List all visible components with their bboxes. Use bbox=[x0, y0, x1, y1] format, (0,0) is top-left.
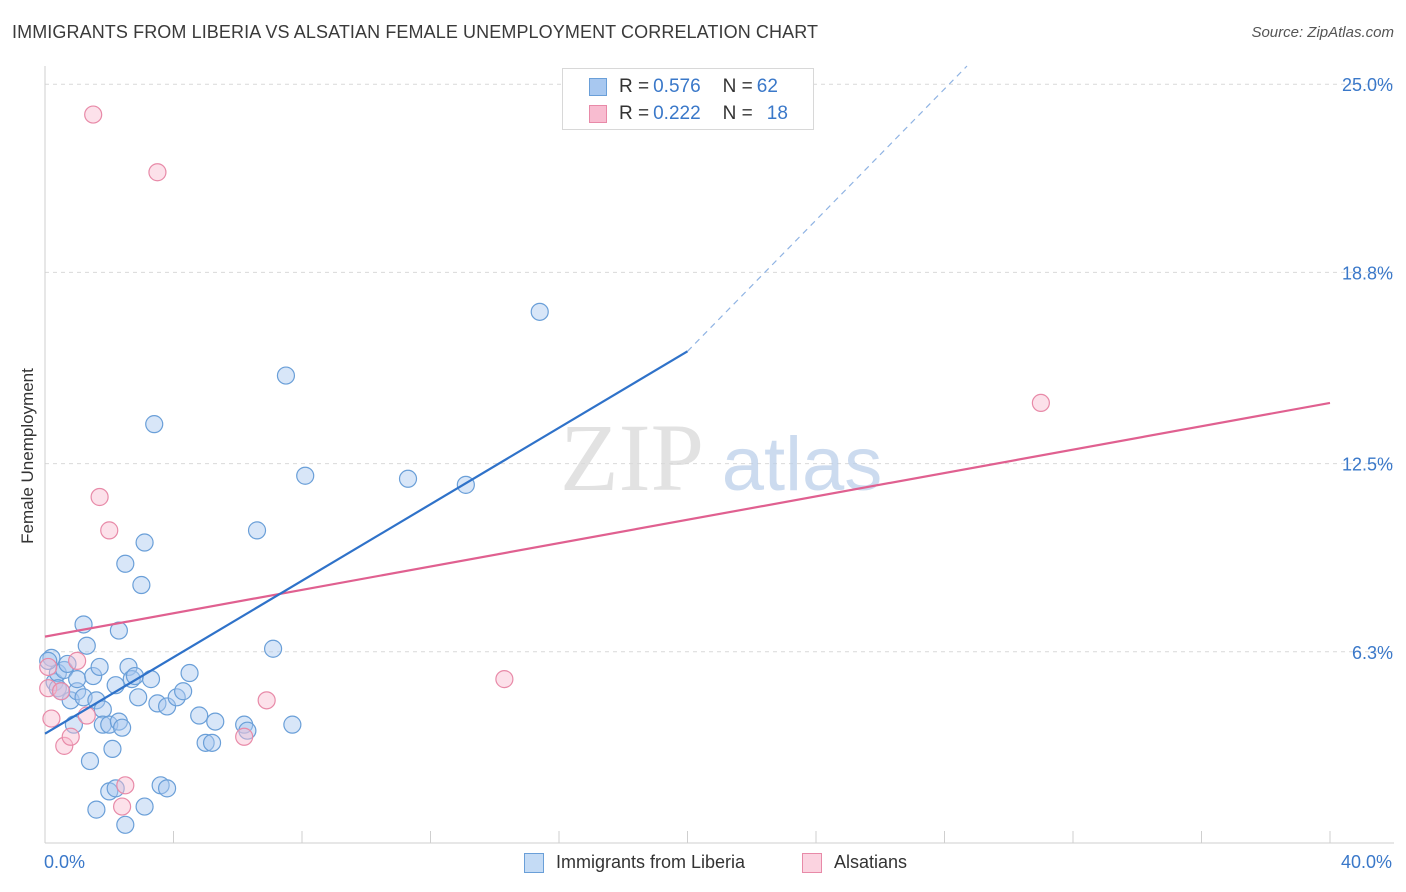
data-point bbox=[55, 736, 74, 755]
data-point bbox=[247, 521, 267, 540]
data-point bbox=[148, 163, 167, 182]
data-point bbox=[190, 706, 209, 725]
y-tick-label: 12.5% bbox=[1342, 455, 1393, 475]
bottom-legend-liberia: Immigrants from Liberia bbox=[524, 852, 745, 873]
data-point bbox=[61, 727, 80, 746]
bottom-legend-label-alsatians: Alsatians bbox=[834, 852, 908, 872]
data-point bbox=[80, 751, 100, 771]
data-point bbox=[90, 657, 109, 677]
data-point bbox=[103, 739, 122, 759]
data-point bbox=[87, 800, 106, 819]
data-point bbox=[109, 621, 128, 640]
data-point bbox=[77, 636, 96, 655]
legend-r-label: R = bbox=[619, 76, 650, 97]
data-point bbox=[112, 797, 132, 816]
data-point bbox=[42, 709, 61, 728]
data-point bbox=[398, 469, 418, 488]
chart-title: IMMIGRANTS FROM LIBERIA VS ALSATIAN FEMA… bbox=[12, 22, 819, 42]
data-point bbox=[135, 797, 154, 816]
bottom-legend-alsatians: Alsatians bbox=[802, 852, 907, 873]
legend-r-label: R = bbox=[619, 103, 650, 124]
data-point bbox=[530, 302, 549, 321]
legend-n-value: 62 bbox=[756, 76, 778, 97]
data-point bbox=[93, 700, 112, 719]
data-point bbox=[68, 670, 87, 689]
data-point bbox=[283, 715, 302, 734]
data-point bbox=[495, 670, 514, 689]
data-point bbox=[112, 718, 132, 737]
bottom-legend-swatch-liberia bbox=[524, 852, 544, 873]
watermark-zip: ZIP bbox=[560, 404, 704, 511]
legend-r-value: 0.222 bbox=[653, 103, 701, 124]
data-point bbox=[202, 733, 222, 752]
data-point bbox=[174, 682, 193, 701]
data-point bbox=[116, 776, 135, 795]
data-point bbox=[157, 779, 177, 798]
legend-row-alsatians: R = 0.222 N = 18 bbox=[589, 102, 788, 126]
grid bbox=[45, 83, 1394, 653]
data-point bbox=[235, 727, 254, 746]
data-point bbox=[51, 682, 71, 701]
source-label: Source: ZipAtlas.com bbox=[1251, 24, 1394, 41]
data-point bbox=[132, 575, 151, 595]
legend-swatch-alsatians bbox=[589, 105, 607, 123]
data-point bbox=[145, 415, 164, 434]
y-tick-label: 18.8% bbox=[1342, 263, 1393, 283]
data-point bbox=[39, 657, 58, 677]
legend-r-value: 0.576 bbox=[653, 76, 701, 97]
trend-lines bbox=[44, 65, 1331, 735]
legend-swatch-liberia bbox=[589, 78, 607, 96]
data-point bbox=[257, 691, 276, 710]
data-point bbox=[116, 815, 135, 834]
data-point bbox=[84, 666, 103, 686]
data-point bbox=[100, 521, 119, 540]
bottom-legend-label-liberia: Immigrants from Liberia bbox=[556, 852, 746, 872]
data-point bbox=[68, 651, 87, 670]
bottom-legend: Immigrants from Liberia Alsatians bbox=[0, 852, 1406, 876]
data-point bbox=[157, 697, 177, 716]
watermark-atlas: atlas bbox=[722, 422, 883, 507]
y-tick-label: 25.0% bbox=[1342, 75, 1393, 95]
data-point bbox=[263, 639, 283, 658]
legend-row-liberia: R = 0.576 N = 62 bbox=[589, 75, 778, 99]
data-point bbox=[48, 679, 67, 698]
data-point bbox=[276, 366, 296, 385]
x-tick-max: 40.0% bbox=[1340, 852, 1392, 872]
data-point bbox=[206, 712, 225, 731]
legend-n-label: N = bbox=[722, 76, 753, 97]
y-tick-labels: 6.3% 12.5% 18.8% 25.0% bbox=[1342, 75, 1393, 663]
trend-line-alsatians bbox=[44, 401, 1331, 638]
legend-n-label: N = bbox=[722, 103, 753, 124]
trend-line-liberia-extension bbox=[687, 65, 968, 352]
data-point bbox=[135, 533, 154, 552]
data-point bbox=[90, 487, 109, 507]
legend-n-value: 18 bbox=[766, 103, 788, 124]
data-point bbox=[84, 105, 103, 124]
bottom-legend-swatch-alsatians bbox=[802, 852, 822, 873]
data-point bbox=[129, 688, 148, 707]
data-point bbox=[122, 670, 141, 689]
data-point bbox=[296, 466, 315, 485]
y-tick-label: 6.3% bbox=[1352, 643, 1393, 663]
series-alsatians-points bbox=[39, 105, 1050, 816]
data-point bbox=[196, 733, 215, 752]
x-tick-min: 0.0% bbox=[44, 852, 86, 872]
legend-box: R = 0.576 N = 62 R = 0.222 N = 18 bbox=[562, 68, 814, 130]
series-liberia-points bbox=[39, 302, 549, 834]
data-point bbox=[39, 651, 58, 670]
data-point bbox=[180, 663, 199, 683]
data-point bbox=[116, 554, 135, 573]
data-point bbox=[1031, 393, 1050, 413]
trend-line-liberia bbox=[44, 350, 689, 735]
